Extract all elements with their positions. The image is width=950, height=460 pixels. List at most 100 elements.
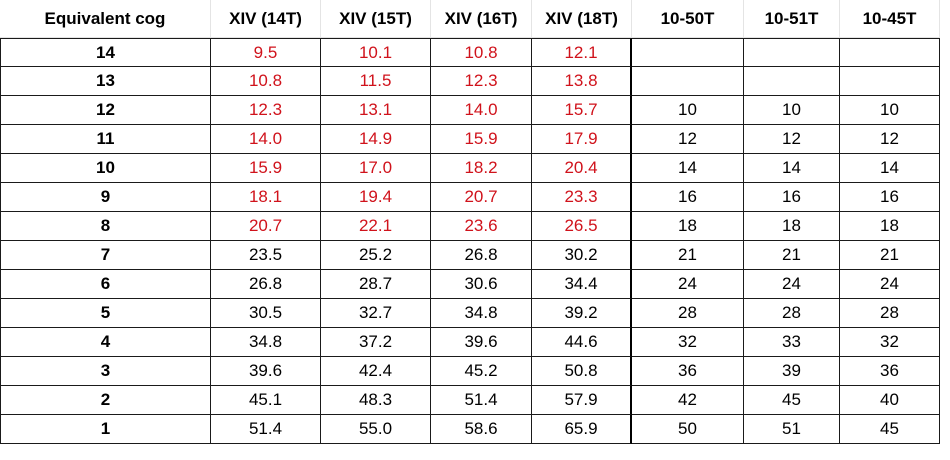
xiv-ratio-cell[interactable]: 20.7 [431, 183, 532, 212]
cassette-cog-cell[interactable]: 12 [632, 125, 744, 154]
xiv-ratio-cell[interactable]: 34.8 [211, 328, 321, 357]
cassette-cog-cell[interactable]: 32 [840, 328, 940, 357]
xiv-ratio-cell[interactable]: 17.9 [532, 125, 632, 154]
xiv-ratio-cell[interactable]: 55.0 [321, 415, 431, 444]
xiv-ratio-cell[interactable]: 13.8 [532, 67, 632, 96]
cassette-cog-cell[interactable]: 50 [632, 415, 744, 444]
column-header[interactable]: XIV (16T) [431, 0, 532, 38]
cog-number-cell[interactable]: 10 [0, 154, 211, 183]
column-header[interactable]: XIV (15T) [321, 0, 431, 38]
cog-number-cell[interactable]: 1 [0, 415, 211, 444]
xiv-ratio-cell[interactable]: 14.9 [321, 125, 431, 154]
cog-number-cell[interactable]: 2 [0, 386, 211, 415]
cassette-cog-cell[interactable]: 14 [744, 154, 840, 183]
cassette-cog-cell[interactable]: 39 [744, 357, 840, 386]
xiv-ratio-cell[interactable]: 51.4 [431, 386, 532, 415]
xiv-ratio-cell[interactable]: 23.6 [431, 212, 532, 241]
cog-number-cell[interactable]: 4 [0, 328, 211, 357]
cog-number-cell[interactable]: 13 [0, 67, 211, 96]
cassette-cog-cell[interactable]: 51 [744, 415, 840, 444]
xiv-ratio-cell[interactable]: 39.6 [431, 328, 532, 357]
cassette-cog-cell[interactable] [840, 38, 940, 67]
xiv-ratio-cell[interactable]: 48.3 [321, 386, 431, 415]
xiv-ratio-cell[interactable]: 42.4 [321, 357, 431, 386]
cassette-cog-cell[interactable]: 42 [632, 386, 744, 415]
xiv-ratio-cell[interactable]: 44.6 [532, 328, 632, 357]
xiv-ratio-cell[interactable]: 30.6 [431, 270, 532, 299]
cassette-cog-cell[interactable]: 45 [744, 386, 840, 415]
xiv-ratio-cell[interactable]: 57.9 [532, 386, 632, 415]
cassette-cog-cell[interactable] [632, 67, 744, 96]
xiv-ratio-cell[interactable]: 26.5 [532, 212, 632, 241]
cassette-cog-cell[interactable]: 24 [840, 270, 940, 299]
xiv-ratio-cell[interactable]: 10.8 [211, 67, 321, 96]
cassette-cog-cell[interactable]: 28 [744, 299, 840, 328]
column-header[interactable]: 10-51T [744, 0, 840, 38]
xiv-ratio-cell[interactable]: 12.1 [532, 38, 632, 67]
xiv-ratio-cell[interactable]: 12.3 [211, 96, 321, 125]
xiv-ratio-cell[interactable]: 14.0 [431, 96, 532, 125]
cassette-cog-cell[interactable]: 12 [840, 125, 940, 154]
xiv-ratio-cell[interactable]: 50.8 [532, 357, 632, 386]
cassette-cog-cell[interactable]: 10 [840, 96, 940, 125]
cassette-cog-cell[interactable]: 40 [840, 386, 940, 415]
column-header[interactable]: 10-45T [840, 0, 940, 38]
column-header[interactable]: 10-50T [632, 0, 744, 38]
xiv-ratio-cell[interactable]: 14.0 [211, 125, 321, 154]
xiv-ratio-cell[interactable]: 30.2 [532, 241, 632, 270]
xiv-ratio-cell[interactable]: 30.5 [211, 299, 321, 328]
cog-number-cell[interactable]: 9 [0, 183, 211, 212]
cassette-cog-cell[interactable]: 36 [840, 357, 940, 386]
xiv-ratio-cell[interactable]: 18.1 [211, 183, 321, 212]
column-header[interactable]: XIV (18T) [532, 0, 632, 38]
xiv-ratio-cell[interactable]: 10.8 [431, 38, 532, 67]
cassette-cog-cell[interactable]: 18 [744, 212, 840, 241]
cassette-cog-cell[interactable]: 14 [632, 154, 744, 183]
xiv-ratio-cell[interactable]: 37.2 [321, 328, 431, 357]
xiv-ratio-cell[interactable]: 23.3 [532, 183, 632, 212]
xiv-ratio-cell[interactable]: 28.7 [321, 270, 431, 299]
cog-number-cell[interactable]: 8 [0, 212, 211, 241]
column-header-equivalent-cog[interactable]: Equivalent cog [0, 0, 211, 38]
xiv-ratio-cell[interactable]: 15.9 [431, 125, 532, 154]
xiv-ratio-cell[interactable]: 12.3 [431, 67, 532, 96]
xiv-ratio-cell[interactable]: 65.9 [532, 415, 632, 444]
xiv-ratio-cell[interactable]: 22.1 [321, 212, 431, 241]
xiv-ratio-cell[interactable]: 25.2 [321, 241, 431, 270]
cassette-cog-cell[interactable]: 45 [840, 415, 940, 444]
cassette-cog-cell[interactable]: 28 [632, 299, 744, 328]
cassette-cog-cell[interactable]: 24 [744, 270, 840, 299]
xiv-ratio-cell[interactable]: 45.2 [431, 357, 532, 386]
cassette-cog-cell[interactable]: 21 [744, 241, 840, 270]
xiv-ratio-cell[interactable]: 45.1 [211, 386, 321, 415]
xiv-ratio-cell[interactable]: 58.6 [431, 415, 532, 444]
cassette-cog-cell[interactable]: 33 [744, 328, 840, 357]
cassette-cog-cell[interactable]: 21 [632, 241, 744, 270]
cassette-cog-cell[interactable]: 18 [632, 212, 744, 241]
xiv-ratio-cell[interactable]: 32.7 [321, 299, 431, 328]
cog-number-cell[interactable]: 7 [0, 241, 211, 270]
xiv-ratio-cell[interactable]: 13.1 [321, 96, 431, 125]
cassette-cog-cell[interactable] [632, 38, 744, 67]
cassette-cog-cell[interactable] [744, 67, 840, 96]
xiv-ratio-cell[interactable]: 15.7 [532, 96, 632, 125]
xiv-ratio-cell[interactable]: 15.9 [211, 154, 321, 183]
cassette-cog-cell[interactable]: 14 [840, 154, 940, 183]
cassette-cog-cell[interactable] [840, 67, 940, 96]
cog-number-cell[interactable]: 14 [0, 38, 211, 67]
cassette-cog-cell[interactable]: 18 [840, 212, 940, 241]
column-header[interactable]: XIV (14T) [211, 0, 321, 38]
xiv-ratio-cell[interactable]: 10.1 [321, 38, 431, 67]
xiv-ratio-cell[interactable]: 20.4 [532, 154, 632, 183]
xiv-ratio-cell[interactable]: 26.8 [431, 241, 532, 270]
cassette-cog-cell[interactable]: 10 [744, 96, 840, 125]
cassette-cog-cell[interactable]: 36 [632, 357, 744, 386]
xiv-ratio-cell[interactable]: 18.2 [431, 154, 532, 183]
xiv-ratio-cell[interactable]: 51.4 [211, 415, 321, 444]
xiv-ratio-cell[interactable]: 34.4 [532, 270, 632, 299]
cassette-cog-cell[interactable]: 24 [632, 270, 744, 299]
cassette-cog-cell[interactable]: 16 [632, 183, 744, 212]
xiv-ratio-cell[interactable]: 26.8 [211, 270, 321, 299]
xiv-ratio-cell[interactable]: 39.6 [211, 357, 321, 386]
xiv-ratio-cell[interactable]: 23.5 [211, 241, 321, 270]
